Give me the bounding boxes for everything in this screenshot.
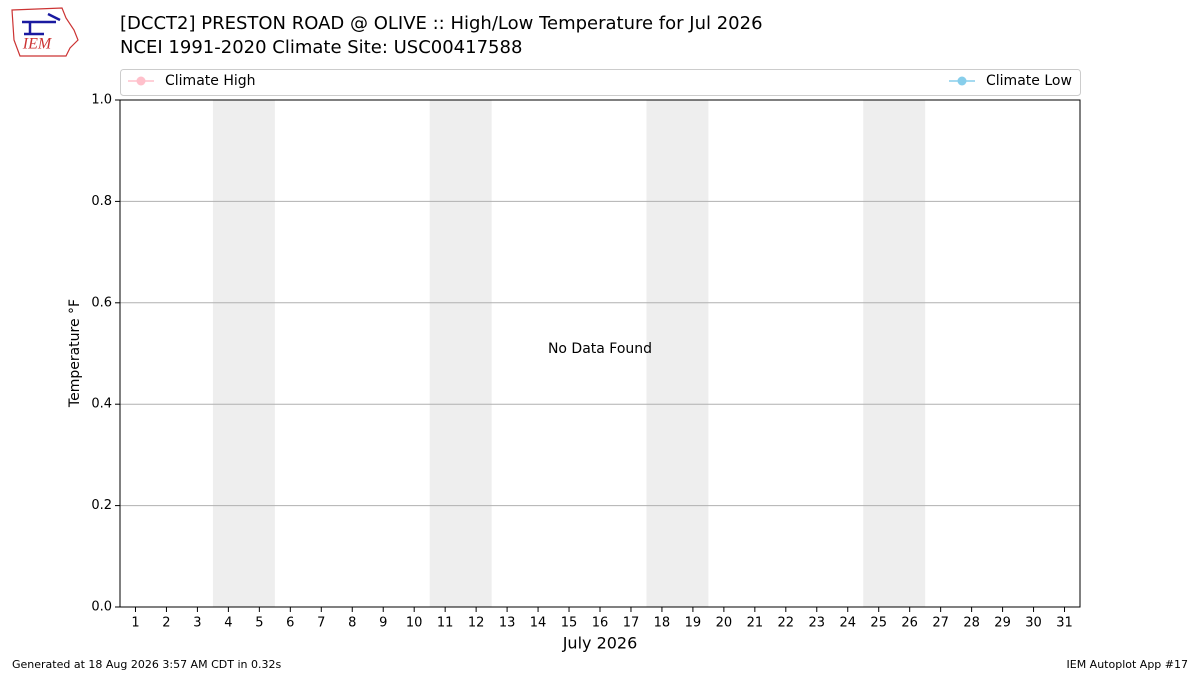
x-tick-label: 26 (901, 616, 918, 631)
x-tick-label: 24 (839, 616, 856, 631)
x-tick-label: 8 (348, 616, 356, 631)
logo-outline (11, 7, 79, 57)
x-tick-label: 23 (809, 616, 826, 631)
x-tick-label: 14 (530, 616, 547, 631)
weekend-band (646, 100, 709, 607)
weekend-band (863, 100, 926, 607)
y-tick-label: 0.2 (91, 498, 112, 513)
x-tick-label: 5 (255, 616, 263, 631)
x-tick-label: 7 (317, 616, 325, 631)
x-tick-label: 3 (193, 616, 201, 631)
x-tick-label: 1 (131, 616, 139, 631)
x-tick-label: 4 (224, 616, 232, 631)
no-data-note: No Data Found (548, 341, 652, 357)
x-tick-label: 30 (1025, 616, 1042, 631)
legend-label: Climate High (165, 73, 256, 89)
x-tick-label: 16 (592, 616, 609, 631)
weekend-band (212, 100, 275, 607)
x-tick-label: 17 (623, 616, 640, 631)
y-tick-label: 0.4 (91, 397, 112, 412)
legend-label: Climate Low (986, 73, 1072, 89)
x-tick-label: 9 (379, 616, 387, 631)
chart-title: [DCCT2] PRESTON ROAD @ OLIVE :: High/Low… (120, 13, 763, 34)
x-tick-label: 18 (654, 616, 671, 631)
chart-subtitle: NCEI 1991-2020 Climate Site: USC00417588 (120, 37, 522, 58)
y-tick-label: 0.8 (91, 194, 112, 209)
logo-icon (22, 12, 61, 36)
plot-frame (119, 99, 1081, 608)
x-tick-label: 25 (870, 616, 887, 631)
x-tick-label: 27 (932, 616, 949, 631)
x-tick-label: 29 (994, 616, 1011, 631)
x-tick-label: 19 (685, 616, 702, 631)
x-tick-label: 11 (437, 616, 454, 631)
x-tick-label: 22 (778, 616, 795, 631)
x-tick-label: 12 (468, 616, 485, 631)
legend-box (120, 69, 1081, 96)
logo: IEM (11, 7, 79, 57)
logo-text: IEM (22, 36, 53, 53)
y-tick-label: 1.0 (91, 93, 112, 108)
x-tick-label: 6 (286, 616, 294, 631)
y-tick-label: 0.0 (91, 600, 112, 615)
weekend-band (429, 100, 492, 607)
x-tick-label: 20 (716, 616, 733, 631)
x-tick-label: 15 (561, 616, 578, 631)
y-axis-label: Temperature °F (67, 299, 83, 408)
x-tick-label: 10 (406, 616, 423, 631)
x-tick-label: 2 (162, 616, 170, 631)
x-axis-label: July 2026 (562, 634, 638, 653)
footer-right: IEM Autoplot App #17 (1067, 658, 1189, 671)
footer-left: Generated at 18 Aug 2026 3:57 AM CDT in … (12, 658, 281, 671)
x-tick-label: 13 (499, 616, 516, 631)
y-tick-label: 0.6 (91, 295, 112, 310)
legend-marker (136, 76, 146, 86)
x-tick-label: 21 (747, 616, 764, 631)
x-tick-label: 31 (1056, 616, 1073, 631)
legend-marker (957, 76, 967, 86)
x-tick-label: 28 (963, 616, 980, 631)
